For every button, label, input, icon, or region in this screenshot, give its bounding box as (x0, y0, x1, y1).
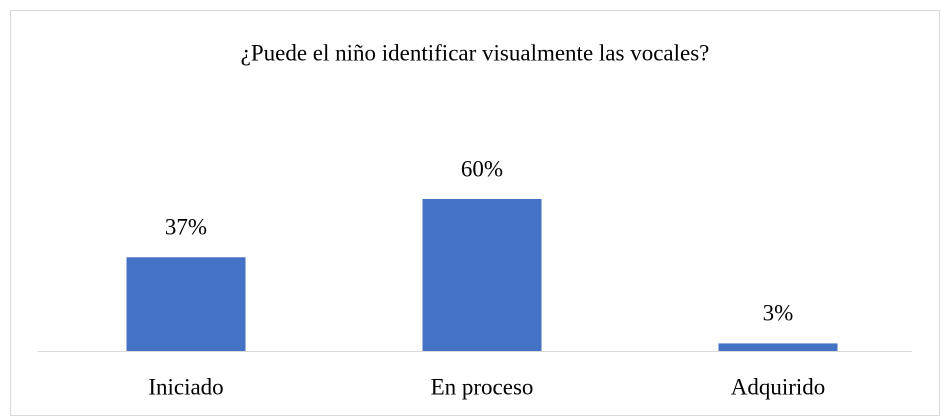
x-tick-label: Adquirido (731, 374, 826, 399)
bar (718, 343, 838, 351)
bar (126, 257, 246, 351)
data-label: 37% (165, 215, 207, 240)
bar (422, 199, 542, 351)
x-tick-label: Iniciado (148, 374, 223, 399)
x-tick-label: En proceso (431, 374, 534, 399)
data-label: 3% (763, 301, 794, 326)
chart-title: ¿Puede el niño identificar visualmente l… (241, 40, 710, 65)
data-label: 60% (461, 156, 503, 181)
